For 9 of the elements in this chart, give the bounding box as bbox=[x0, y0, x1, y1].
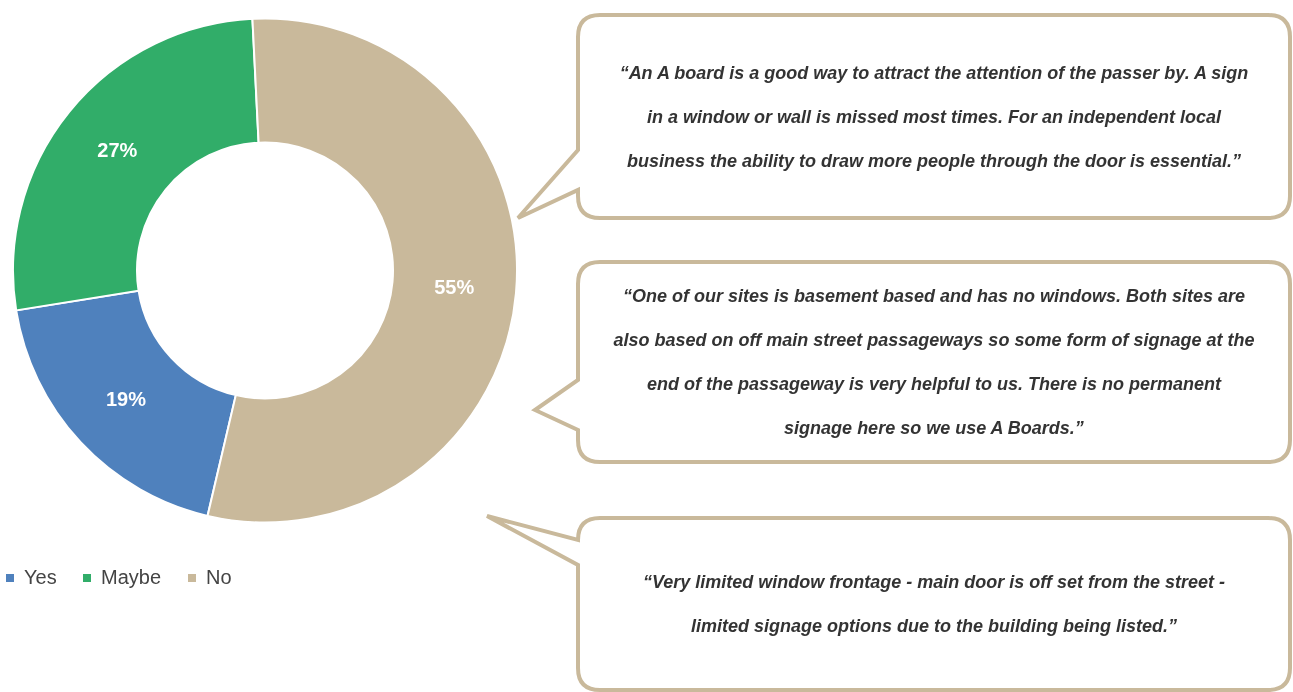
text: “Very limited window frontage - main door is off set from the street - limited signage options due to the building being listed.” bbox=[642, 572, 1226, 636]
legend-label: No bbox=[206, 566, 232, 588]
legend-label: Maybe bbox=[101, 566, 162, 588]
data-label: 55% bbox=[434, 275, 475, 298]
data-label: 27% bbox=[97, 138, 138, 161]
legend-label: Yes bbox=[24, 566, 57, 588]
text: “An A board is a good way to attract the attention of the passer by. A sign in a window or wall is missed most times. For an independent local business the ability to draw more people through the door is essential.” bbox=[619, 62, 1249, 171]
data-label: 19% bbox=[105, 387, 147, 410]
text: “One of our sites is basement based and has no windows. Both sites are also based on off main street passageways so some form of signage at the end of the passageway is very helpful to us. There is no permanent signage here so we use A Boards.” bbox=[613, 286, 1255, 438]
